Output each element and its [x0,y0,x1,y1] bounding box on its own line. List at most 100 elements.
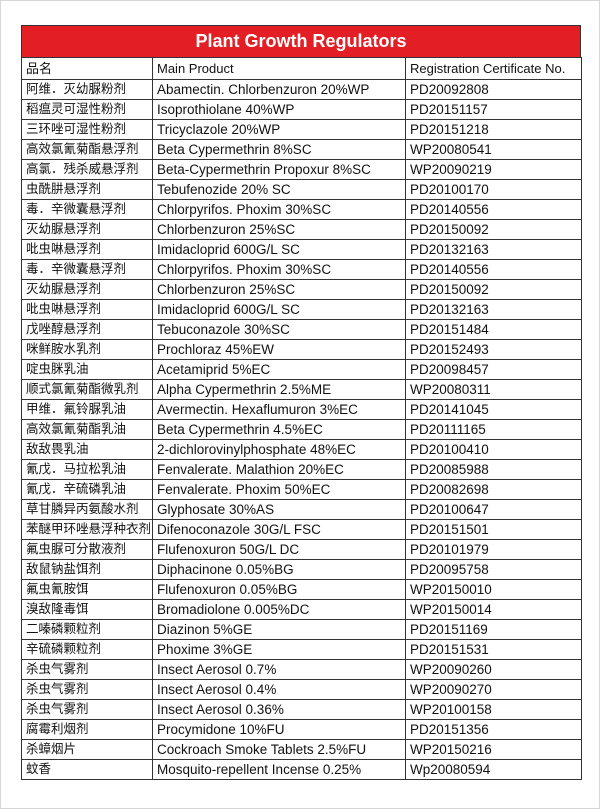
cell-main-product: Diazinon 5%GE [152,619,406,640]
table-row: 高效氯氰菊酯乳油 Beta Cypermethrin 4.5%EC PD201111… [21,419,582,440]
cell-main-product: Procymidone 10%FU [152,719,406,740]
cell-registration-no: PD20150092 [405,219,582,240]
table-row: 吡虫啉悬浮剂 Imidacloprid 600G/L SC PD20132163 [21,239,582,260]
cell-chinese-name: 氰戊．辛硫磷乳油 [21,479,153,500]
table-row: 草甘膦异丙氨酸水剂 Glyphosate 30%AS PD20100647 [21,499,582,520]
cell-chinese-name: 杀虫气雾剂 [21,699,153,720]
cell-registration-no: PD20151157 [405,99,582,120]
cell-registration-no: PD20082698 [405,479,582,500]
cell-registration-no: PD20151531 [405,639,582,660]
cell-main-product: Flufenoxuron 50G/L DC [152,539,406,560]
cell-registration-no: PD20140556 [405,199,582,220]
cell-main-product: Alpha Cypermethrin 2.5%ME [152,379,406,400]
cell-chinese-name: 辛硫磷颗粒剂 [21,639,153,660]
table-header-row: 品名 Main Product Registration Certificate… [21,57,582,80]
cell-main-product: Fenvalerate. Malathion 20%EC [152,459,406,480]
cell-chinese-name: 高氯．残杀威悬浮剂 [21,159,153,180]
cell-registration-no: PD20151169 [405,619,582,640]
cell-registration-no: PD20151484 [405,319,582,340]
cell-chinese-name: 苯醚甲环唑悬浮种衣剂 [21,519,153,540]
table-row: 腐霉利烟剂 Procymidone 10%FU PD20151356 [21,719,582,740]
table-row: 高氯．残杀威悬浮剂 Beta-Cypermethrin Propoxur 8%SC… [21,159,582,180]
table-row: 苯醚甲环唑悬浮种衣剂 Difenoconazole 30G/L FSC PD2015… [21,519,582,540]
cell-chinese-name: 啶虫脒乳油 [21,359,153,380]
cell-main-product: Chlorbenzuron 25%SC [152,279,406,300]
cell-main-product: Chlorpyrifos. Phoxim 30%SC [152,259,406,280]
cell-main-product: Abamectin. Chlorbenzuron 20%WP [152,79,406,100]
table-row: 毒．辛微囊悬浮剂 Chlorpyrifos. Phoxim 30%SC PD2014… [21,199,582,220]
cell-main-product: Imidacloprid 600G/L SC [152,299,406,320]
cell-chinese-name: 氟虫氰胺饵 [21,579,153,600]
cell-registration-no: PD20098457 [405,359,582,380]
cell-main-product: Beta Cypermethrin 8%SC [152,139,406,160]
cell-chinese-name: 杀蟑烟片 [21,739,153,760]
cell-registration-no: WP20090260 [405,659,582,680]
cell-main-product: Insect Aerosol 0.7% [152,659,406,680]
product-table-container: Plant Growth Regulators 品名 Main Product … [21,25,582,780]
table-row: 氟虫脲可分散液剂 Flufenoxuron 50G/L DC PD20101979 [21,539,582,560]
table-row: 蚊香 Mosquito-repellent Incense 0.25% Wp2008… [21,759,582,780]
cell-main-product: Diphacinone 0.05%BG [152,559,406,580]
table-row: 戊唑醇悬浮剂 Tebuconazole 30%SC PD20151484 [21,319,582,340]
table-row: 甲维．氟铃脲乳油 Avermectin. Hexaflumuron 3%EC PD2… [21,399,582,420]
table-row: 高效氯氰菊酯悬浮剂 Beta Cypermethrin 8%SC WP2008054… [21,139,582,160]
table-row: 氰戊．辛硫磷乳油 Fenvalerate. Phoxim 50%EC PD20082… [21,479,582,500]
cell-chinese-name: 杀虫气雾剂 [21,679,153,700]
table-row: 溴敌隆毒饵 Bromadiolone 0.005%DC WP20150014 [21,599,582,620]
cell-chinese-name: 三环唑可湿性粉剂 [21,119,153,140]
cell-registration-no: PD20101979 [405,539,582,560]
cell-main-product: Flufenoxuron 0.05%BG [152,579,406,600]
cell-registration-no: PD20141045 [405,399,582,420]
cell-registration-no: PD20111165 [405,419,582,440]
cell-registration-no: PD20085988 [405,459,582,480]
cell-registration-no: WP20100158 [405,699,582,720]
cell-chinese-name: 溴敌隆毒饵 [21,599,153,620]
cell-registration-no: WP20150014 [405,599,582,620]
cell-registration-no: PD20151218 [405,119,582,140]
table-row: 杀虫气雾剂 Insect Aerosol 0.4% WP20090270 [21,679,582,700]
table-row: 阿维．灭幼脲粉剂 Abamectin. Chlorbenzuron 20%WP PD… [21,79,582,100]
cell-chinese-name: 杀虫气雾剂 [21,659,153,680]
cell-main-product: Acetamiprid 5%EC [152,359,406,380]
cell-chinese-name: 二嗪磷颗粒剂 [21,619,153,640]
cell-chinese-name: 敌鼠钠盐饵剂 [21,559,153,580]
cell-registration-no: WP20150216 [405,739,582,760]
cell-chinese-name: 草甘膦异丙氨酸水剂 [21,499,153,520]
cell-chinese-name: 阿维．灭幼脲粉剂 [21,79,153,100]
cell-registration-no: PD20150092 [405,279,582,300]
cell-chinese-name: 氟虫脲可分散液剂 [21,539,153,560]
product-table: 品名 Main Product Registration Certificate… [21,57,582,780]
table-row: 灭幼脲悬浮剂 Chlorbenzuron 25%SC PD20150092 [21,219,582,240]
cell-main-product: Tebuconazole 30%SC [152,319,406,340]
cell-chinese-name: 甲维．氟铃脲乳油 [21,399,153,420]
cell-main-product: Cockroach Smoke Tablets 2.5%FU [152,739,406,760]
table-row: 咪鲜胺水乳剂 Prochloraz 45%EW PD20152493 [21,339,582,360]
table-row: 虫酰肼悬浮剂 Tebufenozide 20% SC PD20100170 [21,179,582,200]
table-row: 啶虫脒乳油 Acetamiprid 5%EC PD20098457 [21,359,582,380]
cell-chinese-name: 吡虫啉悬浮剂 [21,239,153,260]
cell-registration-no: PD20100647 [405,499,582,520]
cell-main-product: Tebufenozide 20% SC [152,179,406,200]
cell-registration-no: PD20152493 [405,339,582,360]
table-row: 敌鼠钠盐饵剂 Diphacinone 0.05%BG PD20095758 [21,559,582,580]
cell-main-product: Prochloraz 45%EW [152,339,406,360]
cell-registration-no: PD20140556 [405,259,582,280]
cell-main-product: Phoxime 3%GE [152,639,406,660]
cell-main-product: Bromadiolone 0.005%DC [152,599,406,620]
table-row: 杀蟑烟片 Cockroach Smoke Tablets 2.5%FU WP2015… [21,739,582,760]
table-row: 吡虫啉悬浮剂 Imidacloprid 600G/L SC PD20132163 [21,299,582,320]
table-title: Plant Growth Regulators [21,25,581,57]
cell-main-product: Chlorbenzuron 25%SC [152,219,406,240]
cell-registration-no: PD20100410 [405,439,582,460]
table-row: 辛硫磷颗粒剂 Phoxime 3%GE PD20151531 [21,639,582,660]
cell-chinese-name: 毒．辛微囊悬浮剂 [21,259,153,280]
table-row: 毒．辛微囊悬浮剂 Chlorpyrifos. Phoxim 30%SC PD2014… [21,259,582,280]
table-row: 杀虫气雾剂 Insect Aerosol 0.36% WP20100158 [21,699,582,720]
cell-main-product: Mosquito-repellent Incense 0.25% [152,759,406,780]
cell-chinese-name: 戊唑醇悬浮剂 [21,319,153,340]
cell-chinese-name: 氰戊．马拉松乳油 [21,459,153,480]
cell-chinese-name: 灭幼脲悬浮剂 [21,219,153,240]
cell-registration-no: PD20092808 [405,79,582,100]
cell-main-product: Insect Aerosol 0.4% [152,679,406,700]
cell-registration-no: PD20151356 [405,719,582,740]
